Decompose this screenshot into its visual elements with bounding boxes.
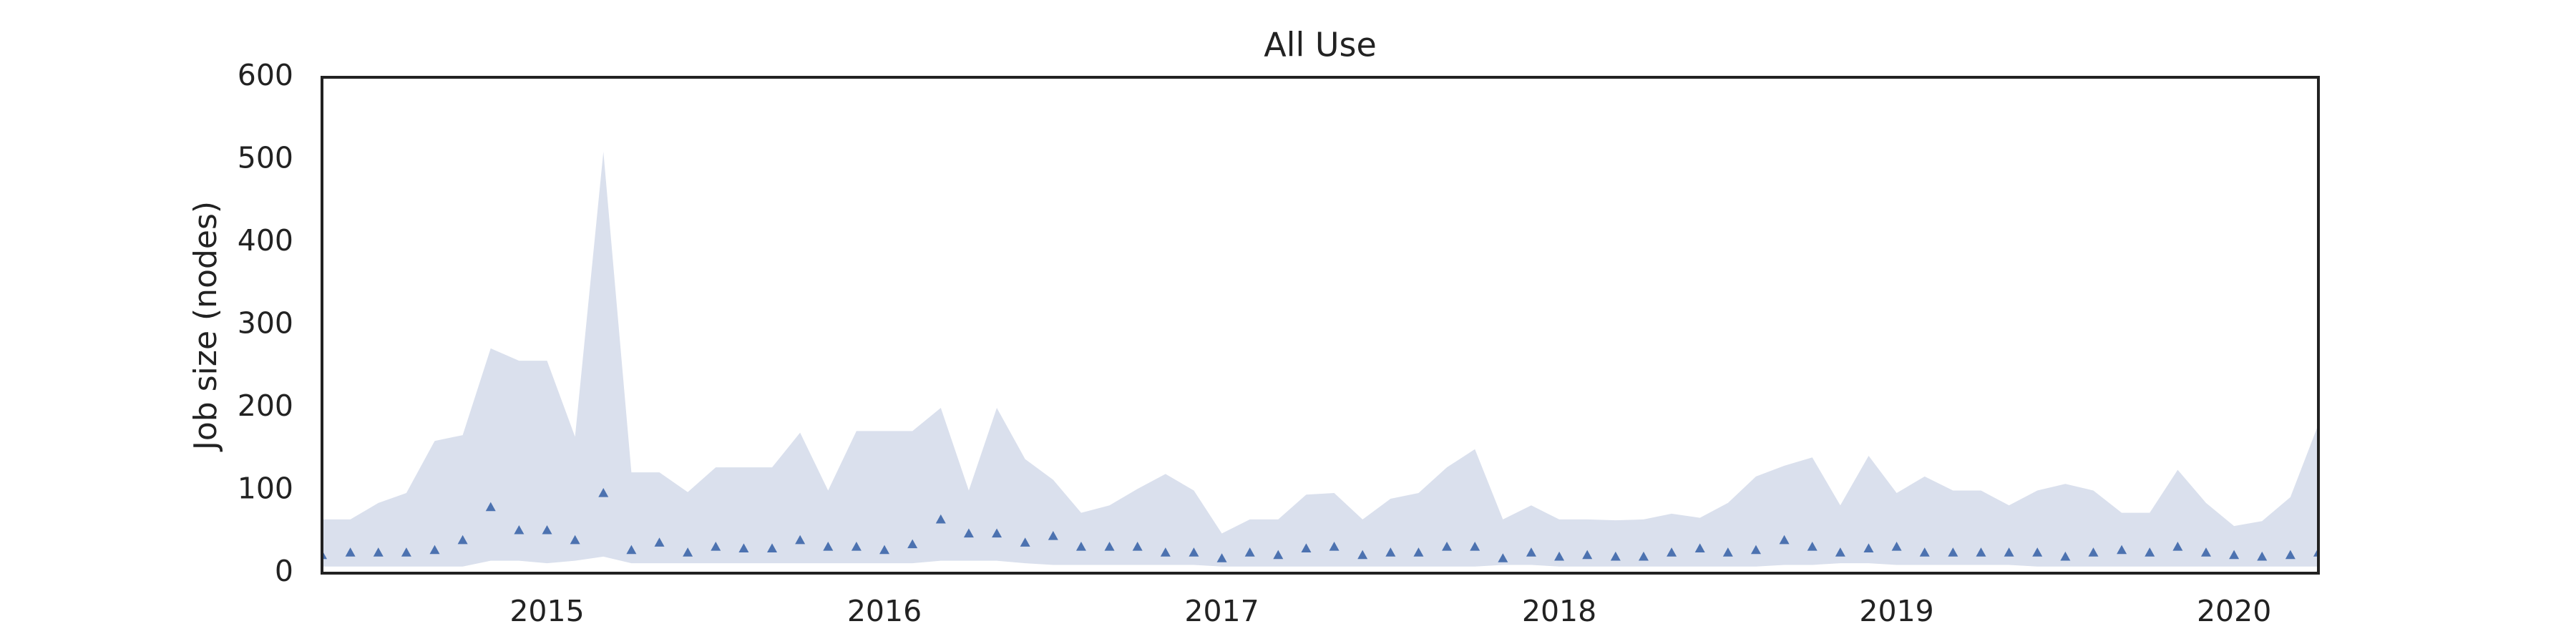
median-marker	[1442, 542, 1453, 551]
median-marker	[1638, 551, 1649, 561]
median-marker	[907, 539, 918, 549]
median-marker	[1554, 551, 1565, 561]
median-marker	[542, 525, 552, 535]
median-marker	[2285, 550, 2296, 560]
median-marker	[2004, 547, 2014, 557]
median-marker	[1301, 543, 1312, 552]
median-marker	[485, 502, 496, 512]
median-marker	[514, 525, 525, 535]
median-marker	[2229, 550, 2240, 560]
median-marker	[1976, 547, 1986, 557]
median-marker	[2117, 545, 2127, 555]
median-marker	[1160, 547, 1171, 557]
median-marker	[738, 543, 749, 552]
median-marker	[767, 543, 778, 552]
median-marker	[1048, 531, 1058, 540]
median-marker	[879, 545, 890, 555]
median-marker	[2145, 547, 2155, 557]
y-axis-label: Job size (nodes)	[187, 201, 224, 452]
plot-area	[322, 151, 2318, 567]
median-marker	[598, 487, 609, 497]
median-marker	[1498, 553, 1508, 562]
median-marker	[1075, 542, 1086, 551]
plot-frame	[321, 76, 2320, 575]
median-marker	[1582, 550, 1593, 560]
median-marker	[1526, 547, 1536, 557]
chart-title: All Use	[1264, 26, 1377, 64]
y-tick-label: 0	[275, 554, 293, 588]
median-marker	[1470, 542, 1480, 551]
median-marker	[1694, 543, 1705, 552]
x-tick-label: 2020	[2197, 594, 2271, 628]
median-marker	[1357, 550, 1368, 560]
range-band	[322, 151, 2318, 567]
median-marker	[1807, 542, 1818, 551]
median-marker	[1891, 542, 1902, 551]
median-marker	[1385, 547, 1396, 557]
median-marker	[2088, 547, 2099, 557]
y-tick-label: 400	[238, 223, 293, 258]
median-marker	[851, 542, 862, 551]
median-marker	[2032, 547, 2043, 557]
x-tick-label: 2015	[509, 594, 584, 628]
median-marker	[1835, 547, 1845, 557]
y-tick-label: 200	[238, 389, 293, 423]
y-tick-label: 600	[238, 58, 293, 92]
median-marker	[1667, 547, 1677, 557]
x-tick-label: 2016	[847, 594, 922, 628]
median-marker	[1413, 547, 1424, 557]
median-marker	[401, 547, 411, 557]
x-tick-label: 2019	[1859, 594, 1933, 628]
median-marker	[654, 537, 665, 547]
median-marker	[429, 545, 440, 555]
median-marker	[1779, 535, 1790, 545]
y-tick-label: 100	[238, 472, 293, 506]
median-marker	[1273, 550, 1284, 560]
median-marker	[1244, 547, 1255, 557]
median-marker	[683, 547, 693, 557]
median-marker	[1132, 542, 1143, 551]
y-tick-label: 500	[238, 141, 293, 175]
median-marker	[1919, 547, 1930, 557]
median-marker	[1863, 543, 1874, 552]
median-marker	[2257, 551, 2268, 561]
median-marker	[795, 535, 806, 545]
median-marker	[1610, 551, 1621, 561]
y-tick-label: 300	[238, 306, 293, 341]
median-marker	[345, 547, 356, 557]
median-marker	[1750, 545, 1761, 555]
x-tick-label: 2018	[1522, 594, 1596, 628]
median-marker	[1020, 537, 1030, 547]
median-marker	[457, 535, 468, 545]
median-marker	[992, 528, 1002, 538]
median-marker	[1722, 547, 1733, 557]
median-marker	[373, 547, 384, 557]
median-marker	[1216, 553, 1227, 562]
median-marker	[1329, 542, 1340, 551]
median-marker	[963, 528, 974, 538]
median-marker	[2060, 551, 2071, 561]
median-marker	[1189, 547, 1199, 557]
median-marker	[2200, 547, 2211, 557]
median-marker	[2172, 542, 2183, 551]
median-marker	[570, 535, 580, 545]
median-marker	[935, 514, 946, 524]
median-marker	[1948, 547, 1958, 557]
median-marker	[626, 545, 637, 555]
x-tick-label: 2017	[1184, 594, 1259, 628]
median-marker	[823, 542, 834, 551]
median-marker	[1104, 542, 1115, 551]
median-marker	[711, 542, 721, 551]
